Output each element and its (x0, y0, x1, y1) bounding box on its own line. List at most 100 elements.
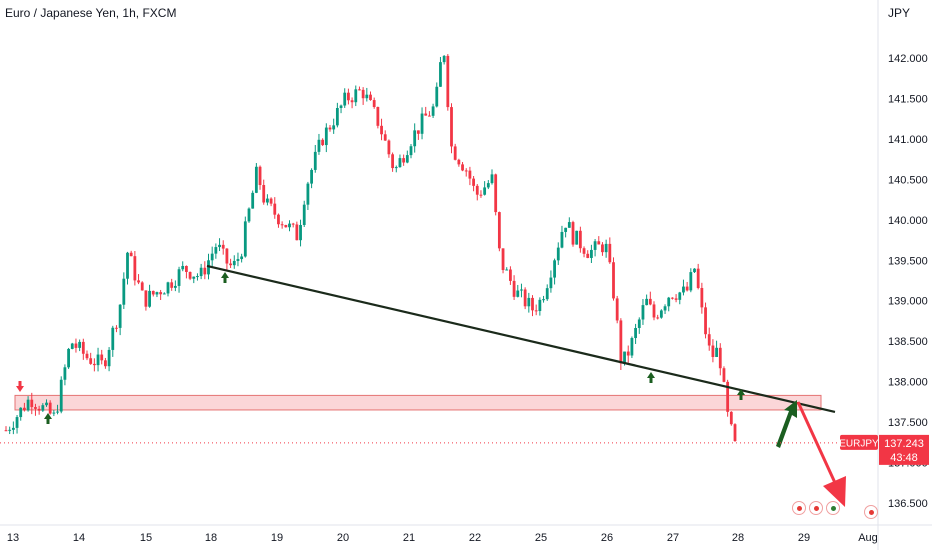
candle-body (214, 247, 218, 254)
candle-body (475, 185, 479, 195)
candle-body (100, 354, 104, 361)
candle-body (575, 230, 579, 245)
chart-title: Euro / Japanese Yen, 1h, FXCM (5, 6, 177, 20)
candle-body (192, 276, 196, 279)
symbol-tag (840, 434, 878, 450)
retest-arrow (776, 400, 797, 448)
candle-body (115, 327, 118, 329)
candle-body (232, 260, 236, 266)
down-arrow-marker (16, 381, 24, 392)
candle-body (332, 125, 336, 130)
x-tick-label: 21 (403, 532, 415, 544)
candle-body (582, 248, 586, 254)
candle-body (376, 106, 380, 126)
candle-body (52, 412, 56, 414)
candle-body (181, 265, 185, 270)
candle-body (490, 174, 494, 184)
candle-body (391, 154, 394, 169)
candle-body (729, 411, 733, 425)
candle-body (586, 253, 590, 258)
candle-body (398, 158, 402, 168)
candle-body (685, 286, 689, 291)
support-zone (14, 394, 822, 411)
candle-body (693, 268, 696, 273)
up-arrow-marker (647, 372, 655, 383)
candle-body (483, 187, 487, 195)
candle-body (663, 306, 667, 311)
candle-body (623, 351, 626, 364)
candle-body (266, 198, 269, 203)
candle-body (291, 223, 295, 225)
up-arrow-marker (44, 413, 52, 424)
event-icon[interactable] (792, 501, 806, 515)
candle-body (671, 297, 674, 299)
event-icon[interactable] (864, 505, 878, 519)
candle-body (461, 164, 464, 171)
candle-body (85, 353, 89, 359)
candle-body (428, 115, 431, 117)
candle-body (343, 92, 347, 106)
candle-body (707, 334, 711, 346)
candle-body (4, 430, 8, 432)
candle-body (567, 222, 571, 228)
candle-body (674, 298, 678, 300)
candle-body (733, 424, 737, 442)
up-arrow-marker (221, 272, 229, 283)
candle-body (361, 89, 365, 99)
event-icon[interactable] (826, 501, 840, 515)
candle-body (597, 241, 601, 245)
candle-body (254, 166, 258, 193)
candle-body (67, 348, 70, 368)
candle-body (590, 249, 593, 258)
candle-body (137, 280, 140, 283)
candle-body (210, 253, 214, 261)
candle-body (335, 108, 339, 126)
x-tick-label: 29 (798, 532, 810, 544)
candle-body (520, 289, 523, 291)
projection-arrow-shaft (796, 401, 838, 486)
candle-body (494, 174, 498, 213)
candle-body (700, 287, 704, 308)
economic-events[interactable] (792, 501, 840, 515)
candle-body (59, 379, 63, 412)
candle-body (295, 224, 299, 241)
candle-body (188, 271, 192, 279)
candle-body (486, 183, 490, 188)
y-tick-label: 140.000 (888, 215, 928, 227)
event-icon[interactable] (809, 501, 823, 515)
candle-body (144, 290, 148, 307)
price-tag-countdown: 43:48 (890, 452, 918, 464)
y-tick-label: 142.000 (888, 53, 928, 65)
candle-body (258, 166, 262, 186)
candle-body (523, 289, 527, 307)
candle-body (424, 113, 428, 116)
candle-body (199, 267, 203, 277)
candle-body (350, 100, 354, 103)
candle-body (203, 267, 207, 275)
x-tick-label: Aug (858, 532, 878, 544)
candle-body (78, 341, 82, 348)
candle-body (549, 277, 553, 289)
candle-body (704, 307, 707, 335)
y-tick-label: 141.500 (888, 93, 928, 105)
candle-body (358, 89, 361, 91)
y-tick-label: 137.500 (888, 417, 928, 429)
candle-body (324, 127, 328, 146)
candle-body (420, 113, 424, 134)
candle-body (394, 167, 398, 169)
candle-body (317, 139, 321, 152)
candle-body (92, 363, 96, 366)
candle-body (604, 243, 608, 253)
price-tag-value: 137.243 (884, 438, 924, 450)
candle-body (104, 360, 107, 367)
candle-body (37, 408, 41, 411)
candle-body (310, 169, 313, 184)
candle-body (383, 134, 387, 141)
candle-body (122, 278, 126, 305)
candle-body (11, 427, 15, 430)
candle-body (726, 381, 730, 412)
candle-body (630, 338, 634, 356)
candle-body (472, 178, 475, 186)
x-tick-label: 26 (601, 532, 613, 544)
candle-body (170, 282, 174, 288)
